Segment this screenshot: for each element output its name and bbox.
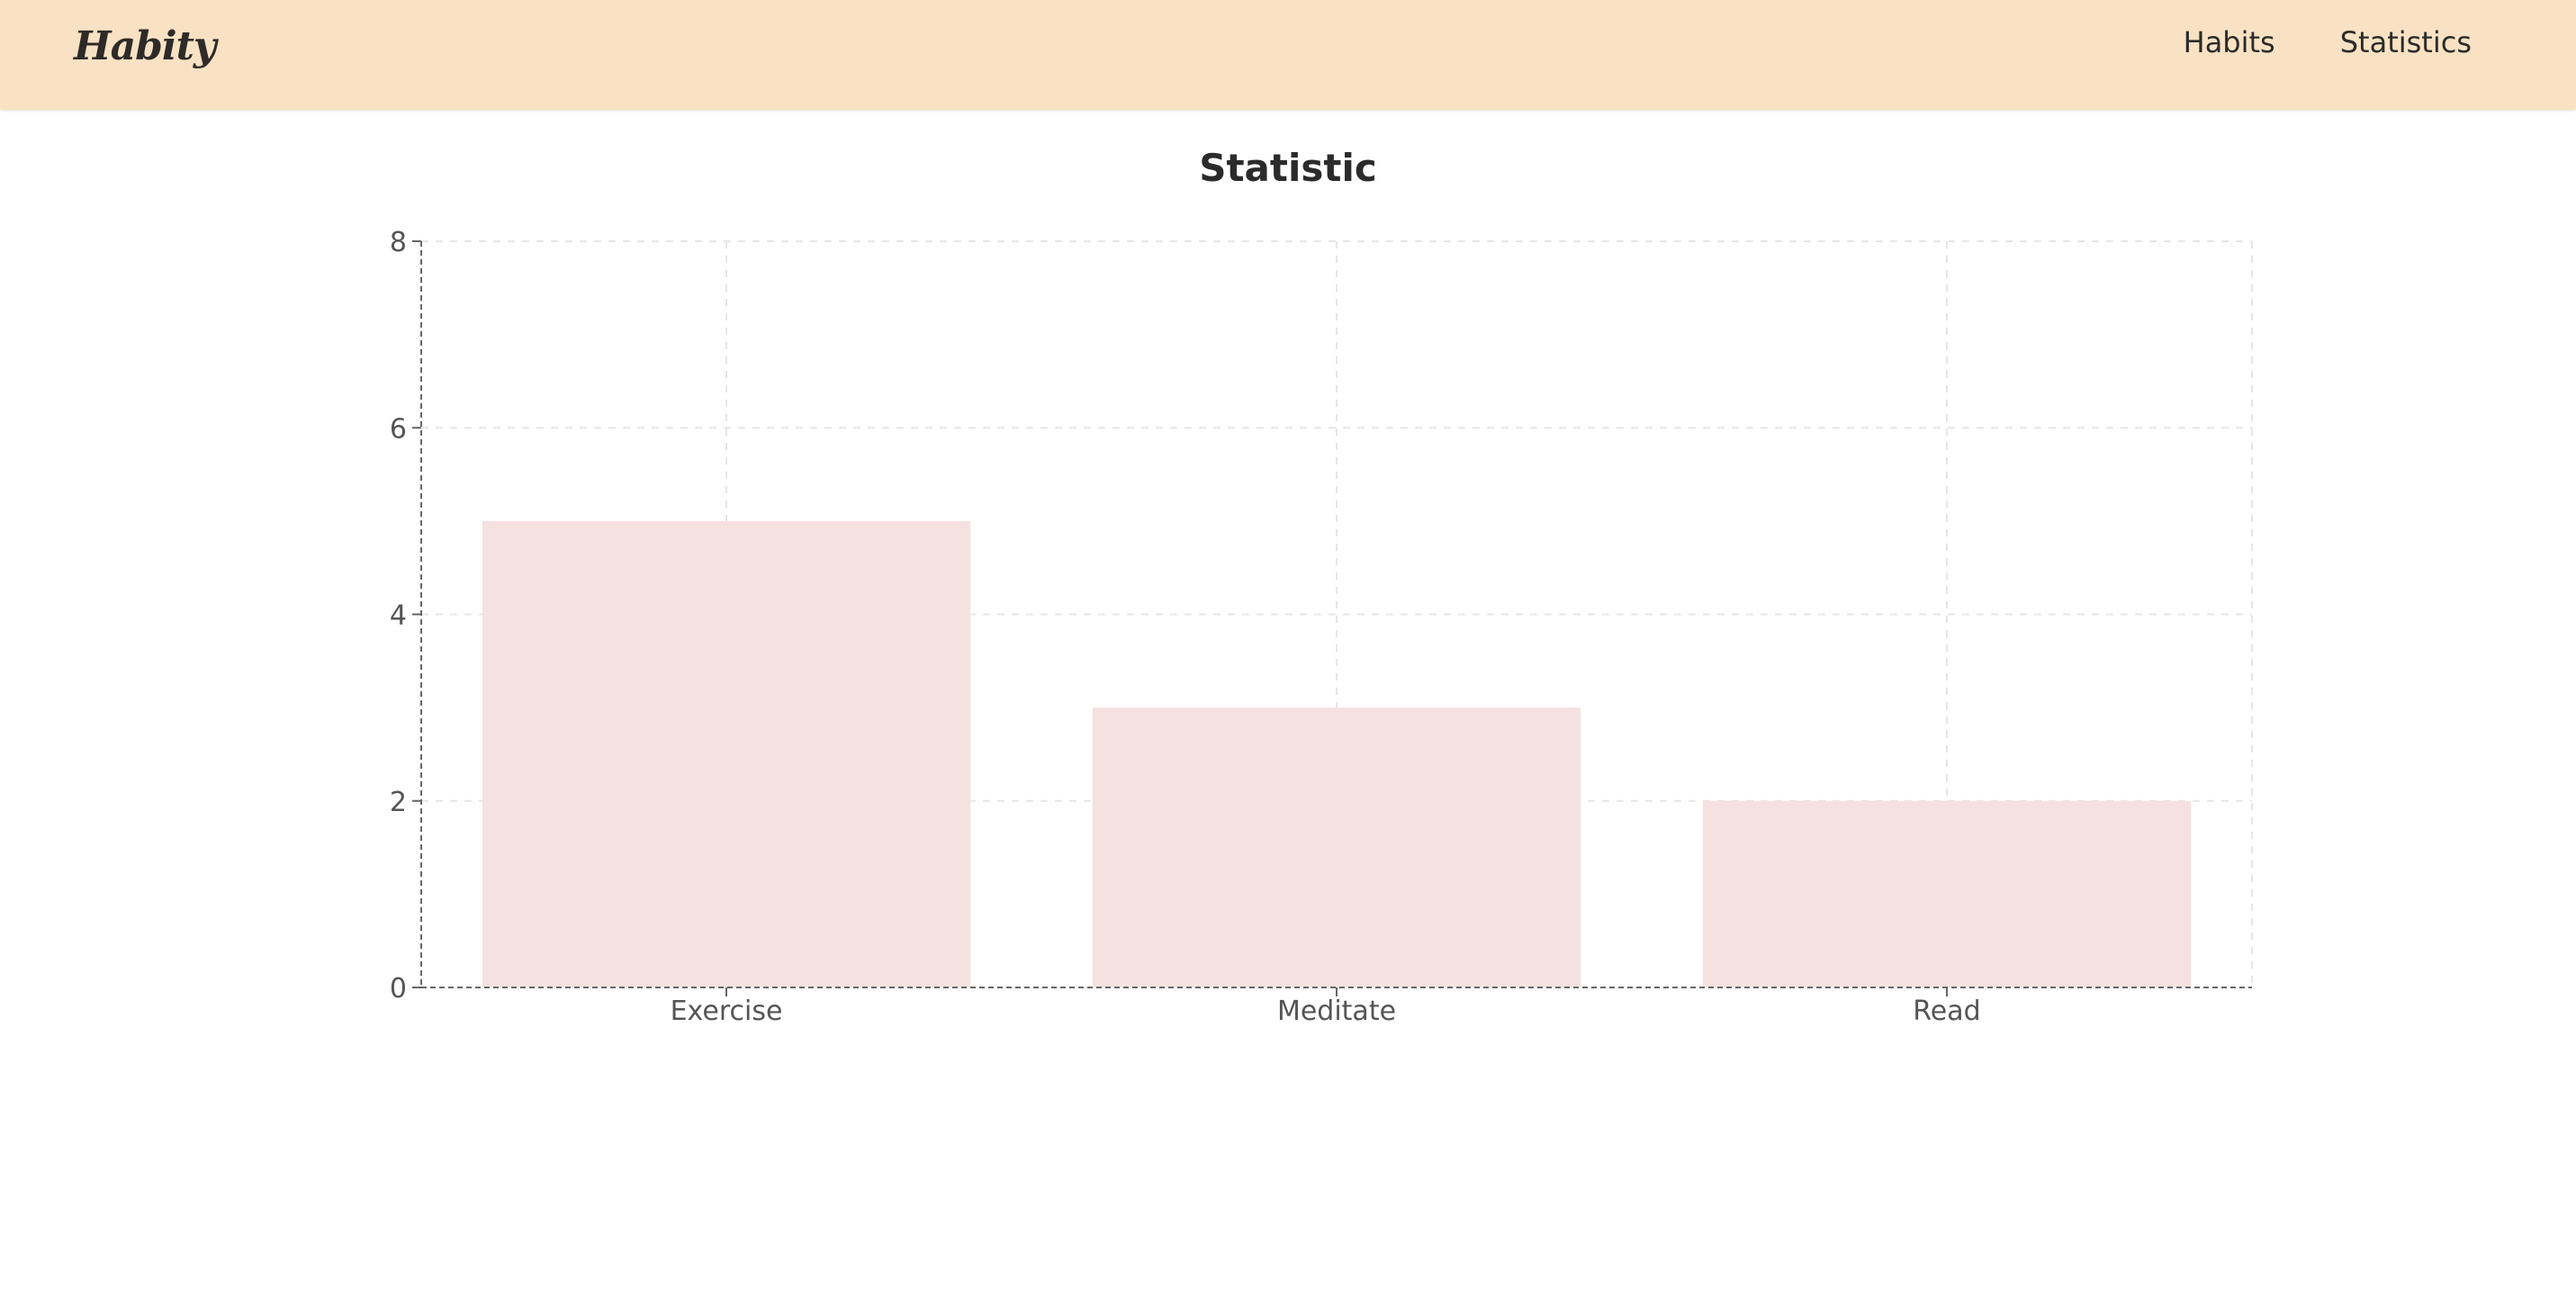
- bar-exercise[interactable]: [482, 520, 971, 987]
- app-logo[interactable]: Habity: [74, 23, 216, 69]
- x-tick-label: Exercise: [671, 996, 783, 1027]
- nav-link-habits[interactable]: Habits: [2183, 25, 2275, 59]
- y-tick-label: 2: [390, 787, 407, 818]
- main-nav: Habits Statistics: [2184, 25, 2472, 59]
- y-tick-label: 0: [390, 973, 407, 1005]
- top-navigation-bar: Habity Habits Statistics: [0, 0, 2576, 110]
- bar-read[interactable]: [1702, 800, 2192, 987]
- x-tick-label: Meditate: [1277, 996, 1396, 1027]
- y-tick-label: 6: [390, 413, 407, 445]
- y-tick-label: 4: [390, 600, 407, 632]
- x-tick-label: Read: [1913, 996, 1980, 1027]
- page-title: Statistic: [1199, 146, 1377, 190]
- nav-link-statistics[interactable]: Statistics: [2339, 25, 2472, 59]
- bar-meditate[interactable]: [1092, 708, 1581, 987]
- y-tick-label: 8: [390, 227, 407, 258]
